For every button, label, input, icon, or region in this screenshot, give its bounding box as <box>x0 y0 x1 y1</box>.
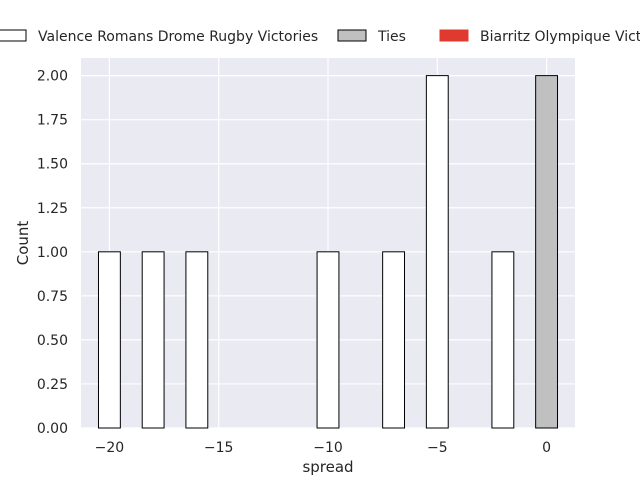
bar <box>316 251 340 429</box>
bar <box>141 251 165 429</box>
bar <box>425 75 449 429</box>
bar <box>185 251 209 429</box>
x-tick-label: −20 <box>95 440 125 456</box>
y-axis-label: Count <box>14 221 32 266</box>
y-tick-label: 1.00 <box>37 245 68 261</box>
y-tick-label: 0.25 <box>37 377 68 393</box>
y-tick-label: 0.00 <box>37 421 68 437</box>
bar <box>382 251 406 429</box>
legend-label: Biarritz Olympique Victories <box>480 29 640 45</box>
x-tick-label: 0 <box>542 440 551 456</box>
x-tick-label: −10 <box>313 440 343 456</box>
y-tick-label: 1.75 <box>37 113 68 129</box>
bars <box>97 75 559 429</box>
y-axis-ticks: 0.00 0.25 0.50 0.75 1.00 1.25 1.50 1.75 2.00 <box>37 69 68 437</box>
legend-swatch <box>337 29 367 42</box>
bar <box>97 251 121 429</box>
x-axis-label: spread <box>302 458 353 476</box>
y-tick-label: 2.00 <box>37 69 68 85</box>
x-tick-label: −15 <box>204 440 234 456</box>
y-tick-label: 1.25 <box>37 201 68 217</box>
legend-swatch <box>0 29 27 42</box>
legend: Valence Romans Drome Rugby Victories Ties… <box>0 29 640 45</box>
x-tick-label: −5 <box>427 440 448 456</box>
y-tick-label: 0.50 <box>37 333 68 349</box>
legend-swatch <box>439 29 469 42</box>
legend-label: Ties <box>377 29 406 45</box>
y-tick-label: 0.75 <box>37 289 68 305</box>
legend-label: Valence Romans Drome Rugby Victories <box>38 29 318 45</box>
y-tick-label: 1.50 <box>37 157 68 173</box>
bar <box>535 75 559 429</box>
x-axis-ticks: −20 −15 −10 −5 0 <box>95 440 551 456</box>
bar <box>491 251 515 429</box>
